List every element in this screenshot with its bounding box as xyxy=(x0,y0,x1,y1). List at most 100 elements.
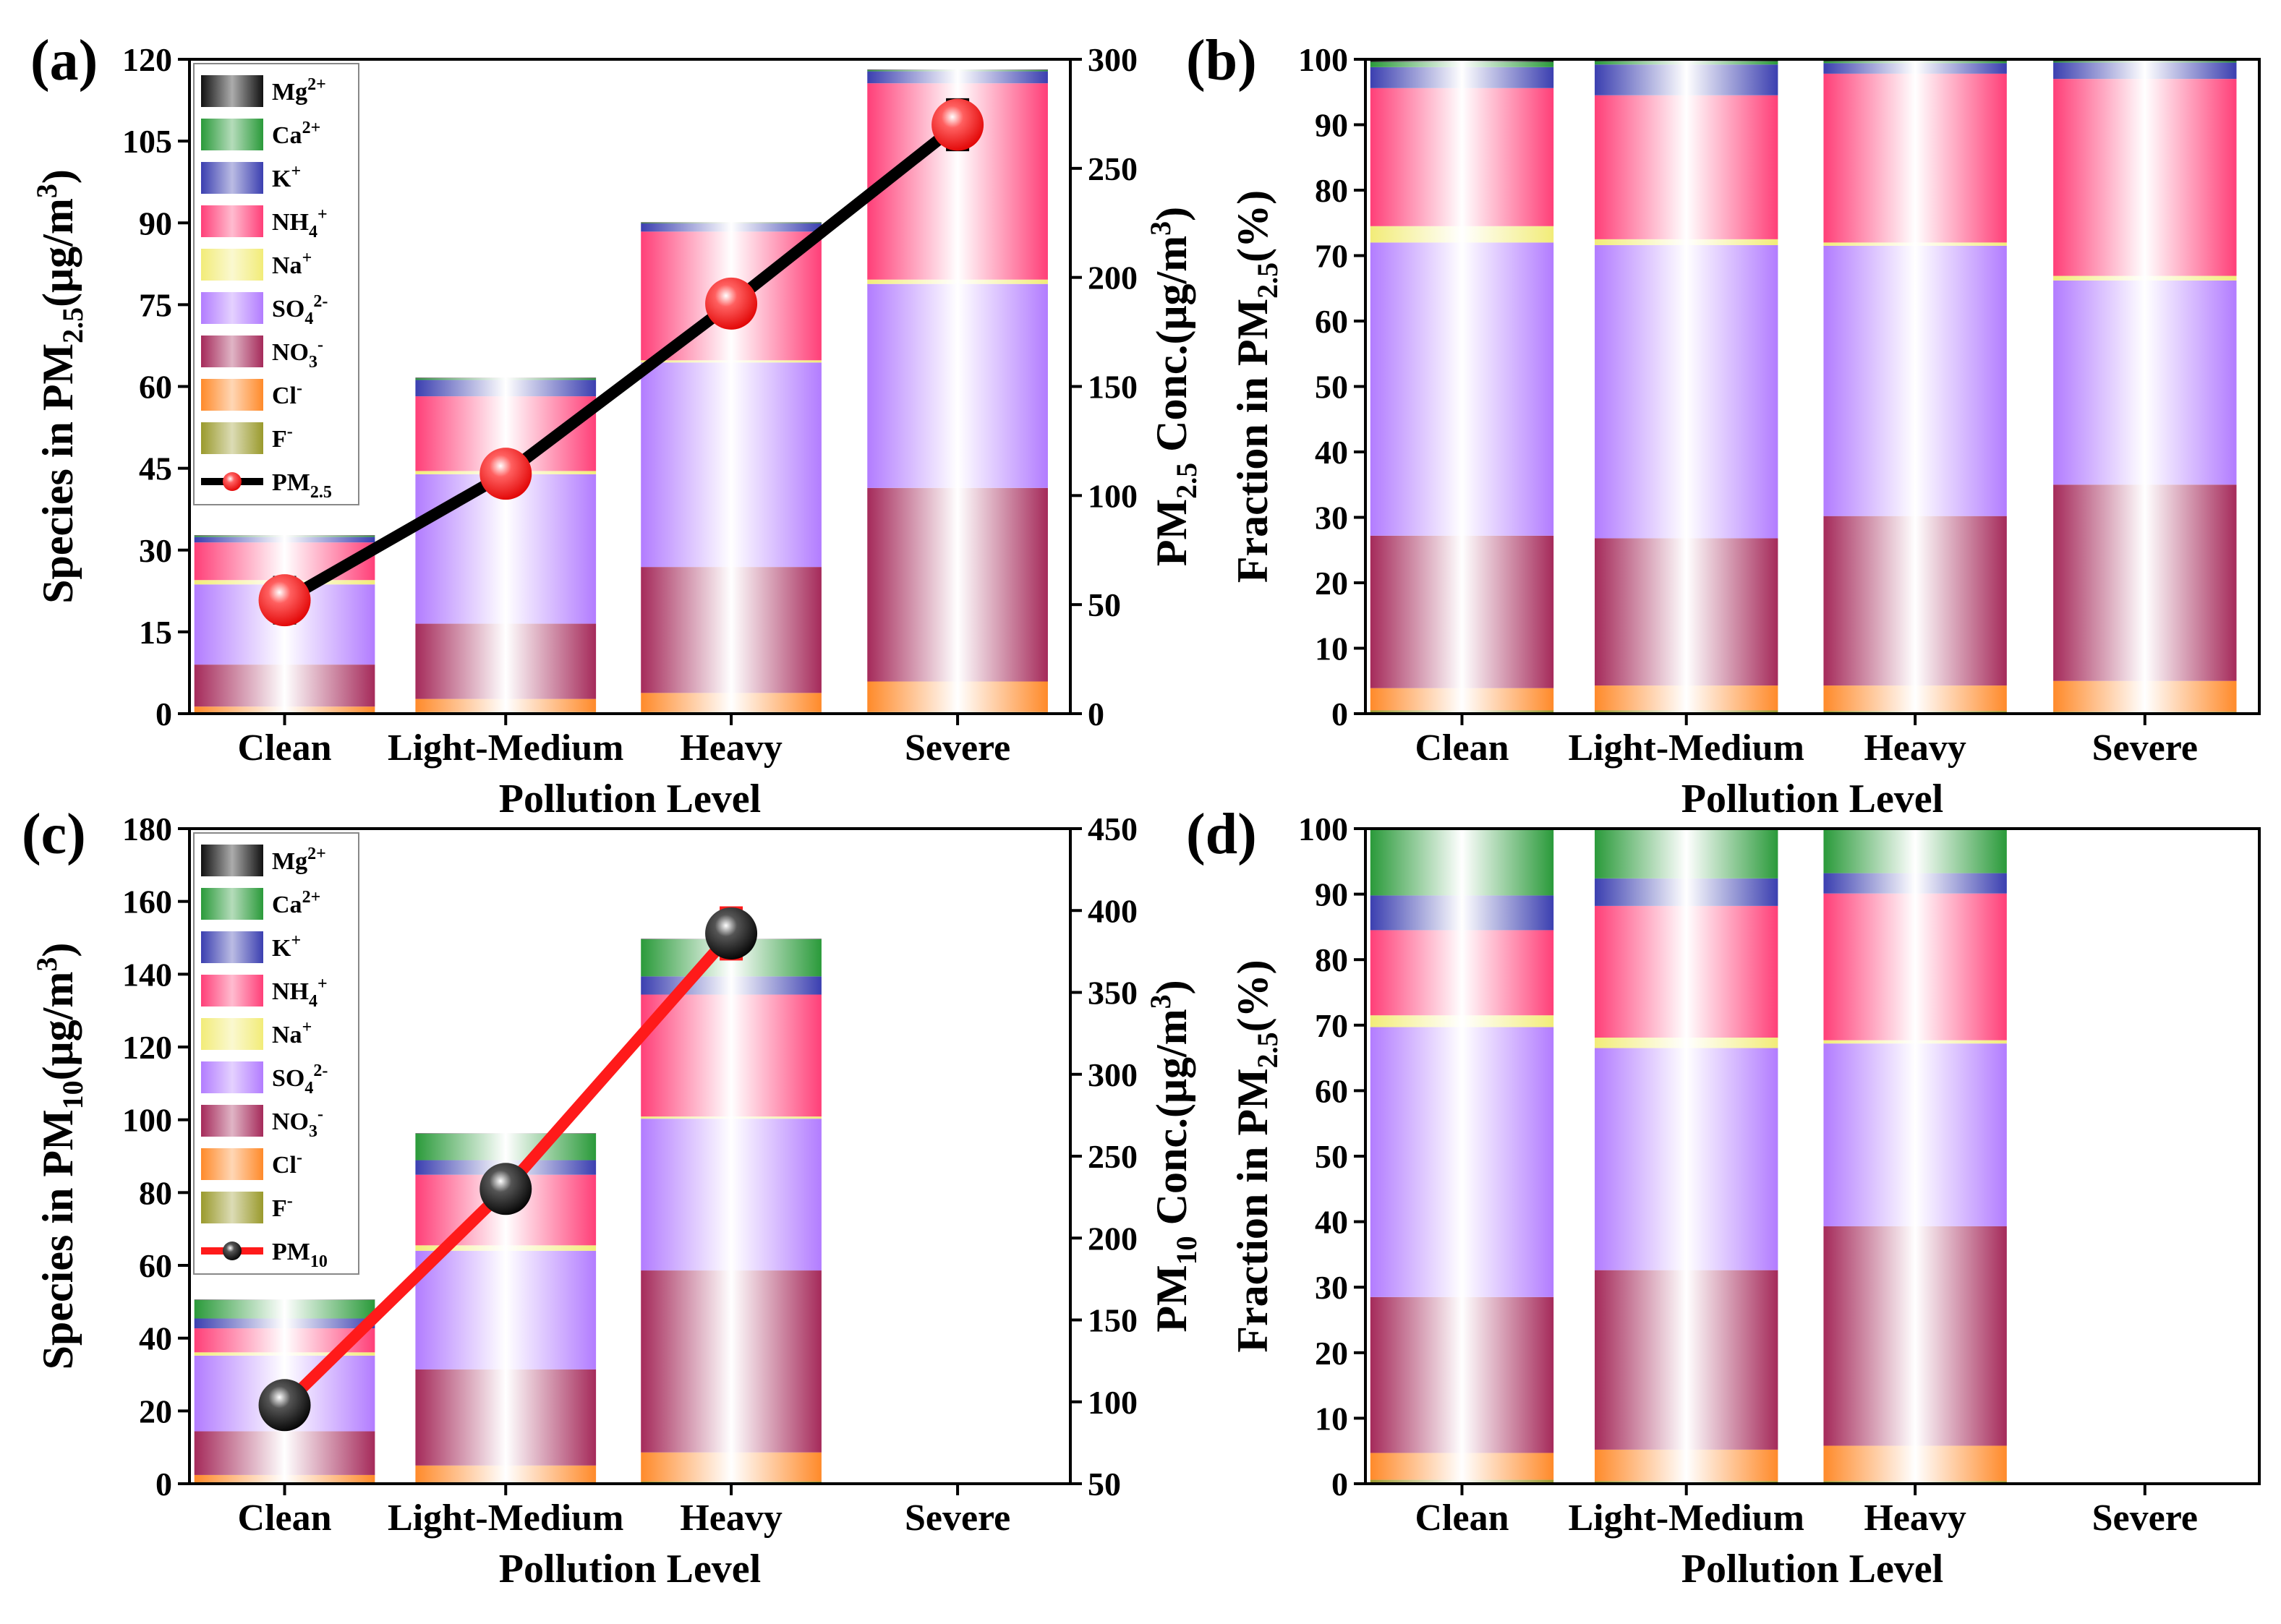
panel-b-fraction-pm25: 0 10 20 30 40 50 60 70 80 90 100 Clean Light-Medium H… xyxy=(1186,29,2261,821)
legend-swatch-a-K xyxy=(201,162,263,194)
bar-a-Ca-1 xyxy=(415,378,597,380)
category-label-b-2: Heavy xyxy=(1864,727,1966,769)
ytick-label-a-7: 105 xyxy=(122,123,172,160)
y2axis-label-a-sup: 3 xyxy=(1144,221,1177,236)
category-label-b-3: Severe xyxy=(2092,727,2198,769)
ytick-label-c-0: 0 xyxy=(155,1466,172,1503)
bar-a-Cl-1 xyxy=(415,698,597,712)
y2axis-label-c: PM10 Conc.(μg/m3) xyxy=(1144,980,1203,1332)
legend-swatch-a-Na xyxy=(201,249,263,281)
y2tick-label-c-4: 250 xyxy=(1088,1138,1138,1175)
bar-b-SO4-3 xyxy=(2053,280,2237,485)
ytick-label-a-8: 120 xyxy=(122,41,172,78)
legend-main-a-K: K xyxy=(272,166,291,192)
bar-b-Na-2 xyxy=(1823,242,2007,246)
bar-b-Ca-3 xyxy=(2053,61,2237,63)
bar-d-Ca-2 xyxy=(1823,829,2007,873)
legend-swatch-a-Ca xyxy=(201,119,263,150)
bar-d-NO3-2 xyxy=(1823,1226,2007,1446)
legend-label-c-NO3: NO3- xyxy=(272,1105,323,1141)
legend-swatch-c-F xyxy=(201,1192,263,1223)
y2tick-label-a-4: 200 xyxy=(1088,260,1138,296)
yaxis-label-a: Species in PM2.5(μg/m3) xyxy=(30,169,89,604)
legend-swatch-c-NO3 xyxy=(201,1105,263,1137)
ytick-label-a-1: 15 xyxy=(139,614,172,651)
legend-main-c-SO4: SO xyxy=(272,1065,304,1092)
y2tick-label-a-5: 250 xyxy=(1088,150,1138,187)
legend-main-c-F: F xyxy=(272,1195,287,1222)
bar-a-Ca-0 xyxy=(194,536,375,537)
yaxis-label-b-end: (%) xyxy=(1229,190,1276,262)
legend-swatch-a-SO4 xyxy=(201,292,263,324)
ytick-label-d-4: 40 xyxy=(1315,1204,1348,1241)
yaxis-label-b: Fraction in PM2.5(%) xyxy=(1229,190,1284,583)
legend-sup-c-F: - xyxy=(287,1192,293,1210)
legend-main-c-Mg: Mg xyxy=(272,848,307,875)
panel-label-d: (d) xyxy=(1186,803,1257,866)
y2tick-label-c-5: 300 xyxy=(1088,1056,1138,1093)
legend-swatch-a-Cl xyxy=(201,379,263,411)
bar-a-Mg-2 xyxy=(641,222,822,223)
bar-a-NO3-3 xyxy=(867,487,1048,682)
ytick-label-a-3: 45 xyxy=(139,450,172,487)
category-label-b-1: Light-Medium xyxy=(1568,727,1804,769)
line-a xyxy=(278,119,964,607)
ytick-label-d-5: 50 xyxy=(1315,1138,1348,1175)
bar-c-NO3-2 xyxy=(641,1270,822,1453)
y2axis-label-c-sub: 10 xyxy=(1170,1236,1203,1265)
legend-sup-a-Mg: 2+ xyxy=(307,75,326,94)
legend-label-a-Mg: Mg2+ xyxy=(272,75,326,106)
xaxis-label-c: Pollution Level xyxy=(499,1547,761,1591)
legend-label-c-Mg: Mg2+ xyxy=(272,845,326,875)
bar-d-F-0 xyxy=(1370,1479,1554,1484)
bar-b-Cl-3 xyxy=(2053,680,2237,712)
ytick-label-a-4: 60 xyxy=(139,369,172,406)
bar-a-NO3-2 xyxy=(641,567,822,693)
bar-d-Cl-0 xyxy=(1370,1453,1554,1480)
panel-c-species-pm10: 0 20 40 60 80 100 120 140 160 180 Clean Light-Mediu… xyxy=(22,803,1203,1591)
ytick-label-c-7: 140 xyxy=(122,956,172,993)
y2tick-label-c-1: 100 xyxy=(1088,1384,1138,1421)
y2tick-label-c-2: 150 xyxy=(1088,1302,1138,1339)
bar-c-Ca-0 xyxy=(194,1299,375,1319)
bar-d-Na-1 xyxy=(1595,1038,1778,1048)
marker-c-1 xyxy=(479,1163,532,1215)
ytick-label-b-7: 70 xyxy=(1315,238,1348,275)
bar-b-K-2 xyxy=(1823,63,2007,74)
ytick-label-d-1: 10 xyxy=(1315,1400,1348,1437)
legend-sub-c-NH4: 4 xyxy=(309,992,317,1011)
legend-swatch-a-NO3 xyxy=(201,336,263,367)
legend-swatch-a-F xyxy=(201,422,263,454)
marker-c-2 xyxy=(705,907,758,960)
bar-c-Cl-0 xyxy=(194,1474,375,1483)
legend-main-a-SO4: SO xyxy=(272,296,304,322)
legend-main-c-Cl: Cl xyxy=(272,1152,297,1179)
category-label-c-2: Heavy xyxy=(680,1497,783,1539)
legend-main-a-Ca: Ca xyxy=(272,122,302,149)
ytick-label-c-9: 180 xyxy=(122,811,172,847)
category-label-a-2: Heavy xyxy=(680,727,783,769)
y2axis-label-a-sub: 2.5 xyxy=(1170,463,1203,499)
ytick-label-b-1: 10 xyxy=(1315,631,1348,667)
bar-a-Na-3 xyxy=(867,279,1048,284)
legend-sup-a-Cl: - xyxy=(297,379,302,398)
bar-d-Na-0 xyxy=(1370,1015,1554,1027)
y2axis-label-a-end: ) xyxy=(1148,207,1195,221)
xaxis-label-a: Pollution Level xyxy=(499,777,761,821)
xaxis-label-b: Pollution Level xyxy=(1681,777,1943,821)
ytick-label-b-5: 50 xyxy=(1315,369,1348,406)
category-label-c-3: Severe xyxy=(905,1497,1010,1539)
bar-b-NH4-1 xyxy=(1595,95,1778,239)
bar-b-NH4-0 xyxy=(1370,87,1554,226)
bar-c-NO3-1 xyxy=(415,1369,597,1466)
bar-b-K-0 xyxy=(1370,67,1554,88)
legend-main-a-Mg: Mg xyxy=(272,79,307,106)
bar-b-Cl-0 xyxy=(1370,688,1554,711)
legend-swatch-c-Cl xyxy=(201,1148,263,1180)
panel-d-fraction-pm10: 0 10 20 30 40 50 60 70 80 90 100 Clean Light-Medium H… xyxy=(1186,803,2261,1591)
ytick-label-c-3: 60 xyxy=(139,1247,172,1284)
legend-sup-a-SO4: 2- xyxy=(313,292,328,311)
ytick-label-b-6: 60 xyxy=(1315,303,1348,340)
bar-d-NO3-1 xyxy=(1595,1270,1778,1450)
